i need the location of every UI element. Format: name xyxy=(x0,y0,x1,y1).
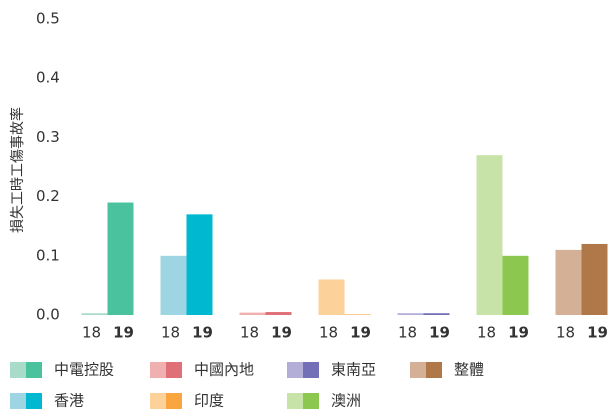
bar xyxy=(581,243,608,315)
y-tick-label: 0.5 xyxy=(36,10,60,28)
x-tick-label: 19 xyxy=(350,324,371,342)
legend-swatch xyxy=(303,362,319,378)
legend-swatch xyxy=(410,362,426,378)
legend-label: 香港 xyxy=(54,392,84,410)
bar xyxy=(344,314,371,315)
x-tick-label: 19 xyxy=(271,324,292,342)
bar xyxy=(502,255,529,315)
x-tick-label: 18 xyxy=(319,324,338,342)
bar xyxy=(186,214,213,315)
bar xyxy=(239,312,266,315)
legend-swatch xyxy=(166,393,182,409)
bar xyxy=(397,313,424,315)
x-tick-label: 18 xyxy=(556,324,575,342)
x-tick-label: 19 xyxy=(192,324,213,342)
bar xyxy=(423,313,450,315)
y-tick-label: 0.3 xyxy=(36,128,60,146)
legend-swatch xyxy=(26,393,42,409)
legend-swatch xyxy=(150,362,166,378)
legend-label: 整體 xyxy=(454,361,484,379)
legend-swatch xyxy=(426,362,442,378)
legend-label: 澳洲 xyxy=(331,392,361,410)
y-tick-label: 0.4 xyxy=(36,69,60,87)
x-tick-label: 18 xyxy=(161,324,180,342)
legend-label: 印度 xyxy=(194,392,224,410)
bar xyxy=(160,255,187,315)
y-tick-label: 0.0 xyxy=(36,306,60,324)
bar xyxy=(81,313,108,315)
x-tick-label: 19 xyxy=(508,324,529,342)
legend-label: 中國內地 xyxy=(194,361,254,379)
legend-swatch xyxy=(10,393,26,409)
x-tick-label: 19 xyxy=(587,324,608,342)
legend-swatch xyxy=(10,362,26,378)
bar xyxy=(107,202,134,315)
x-tick-label: 19 xyxy=(113,324,134,342)
x-tick-label: 18 xyxy=(398,324,417,342)
bar xyxy=(476,155,503,315)
legend-label: 中電控股 xyxy=(54,361,114,379)
y-tick-label: 0.2 xyxy=(36,187,60,205)
bar xyxy=(318,279,345,315)
x-tick-label: 18 xyxy=(82,324,101,342)
x-tick-label: 19 xyxy=(429,324,450,342)
legend-swatch xyxy=(166,362,182,378)
x-tick-label: 18 xyxy=(477,324,496,342)
y-axis-label: 損失工時工傷事故率 xyxy=(9,107,26,233)
legend-swatch xyxy=(287,362,303,378)
bar xyxy=(265,312,292,315)
legend-swatch xyxy=(287,393,303,409)
legend-swatch xyxy=(26,362,42,378)
legend-swatch xyxy=(303,393,319,409)
legend-swatch xyxy=(150,393,166,409)
bar xyxy=(555,249,582,315)
y-tick-label: 0.1 xyxy=(36,246,60,264)
legend-label: 東南亞 xyxy=(331,361,376,379)
x-tick-label: 18 xyxy=(240,324,259,342)
